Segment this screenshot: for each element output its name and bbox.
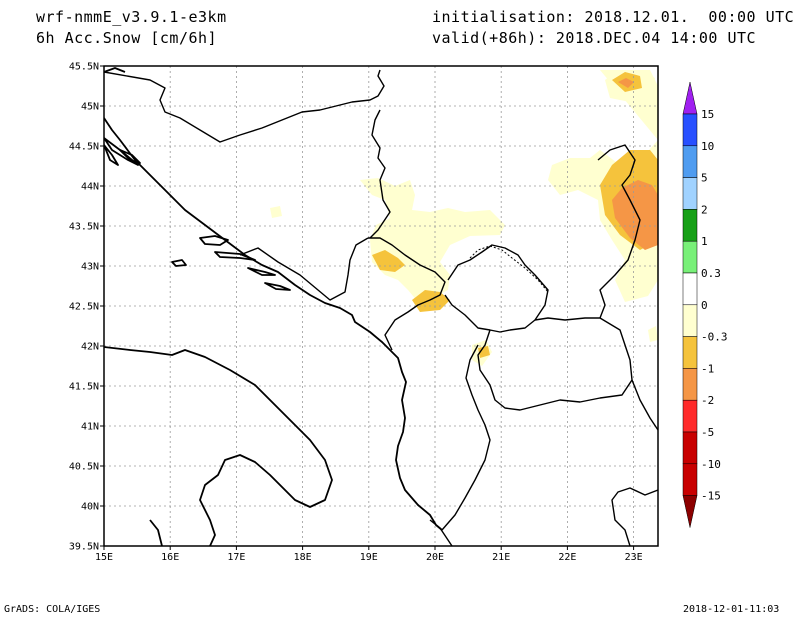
lat-label: 45.5N (69, 62, 99, 73)
valid-time-label: valid(+86h): 2018.DEC.04 14:00 UTC (432, 29, 757, 47)
colorbar-label: -5 (701, 426, 714, 439)
snow-area-moderate-south (478, 346, 490, 358)
lat-label: 42.5N (69, 302, 99, 313)
border-serbia-bulgaria (597, 144, 641, 319)
colorbar-segment (682, 177, 698, 210)
colorbar-label: -0.3 (701, 331, 728, 344)
map-area (104, 66, 658, 546)
snow-area-light-east-edge (648, 326, 658, 342)
colorbar-label: 10 (701, 140, 714, 153)
border-bosnia-croatia-south (239, 237, 369, 301)
footer-timestamp: 2018-12-01-11:03 (683, 604, 780, 615)
lat-label: 41.5N (69, 382, 99, 393)
colorbar-label: -1 (701, 362, 714, 375)
snow-area-heavy-east (612, 180, 658, 250)
coast-greece-west (429, 519, 453, 546)
lat-lon-grid (104, 66, 658, 546)
latitude-labels: 45.5N 45N 44.5N 44N 43.5N 43N 42.5N 42N 41.5N 41N… (69, 62, 104, 553)
snow-area-moderate-west (372, 250, 405, 272)
border-greece (631, 379, 658, 431)
island-vis (171, 259, 187, 267)
lat-label: 40.5N (69, 462, 99, 473)
coastline-adriatic-east (104, 117, 443, 531)
lat-label: 44N (81, 182, 99, 193)
island-brac (199, 235, 229, 246)
coastline-italy-heel (149, 519, 163, 546)
colorbar-arrow-bottom (682, 495, 698, 528)
border-macedonia (477, 317, 633, 411)
lat-label: 40N (81, 502, 99, 513)
border-greece-coast (611, 487, 658, 546)
colorbar-segment (682, 336, 698, 369)
lon-label: 22E (558, 552, 576, 563)
lon-label: 23E (625, 552, 643, 563)
lon-label: 17E (227, 552, 245, 563)
lon-label: 20E (426, 552, 444, 563)
lat-label: 45N (81, 102, 99, 113)
colorbar-label: -15 (701, 490, 721, 503)
longitude-labels: 15E 16E 17E 18E 19E 20E 21E 22E 23E (95, 546, 643, 563)
lon-label: 15E (95, 552, 113, 563)
lat-label: 42N (81, 342, 99, 353)
snow-shading (270, 70, 658, 366)
colorbar-segment (682, 304, 698, 337)
colorbar-label: 15 (701, 108, 714, 121)
colorbar-label: -10 (701, 458, 721, 471)
colorbar-label: 0.3 (701, 267, 721, 280)
colorbar-label: 2 (701, 203, 708, 216)
island-korcula (247, 267, 276, 276)
field-title: 6h Acc.Snow [cm/6h] (36, 29, 218, 47)
coastline-italy (104, 346, 333, 546)
lon-label: 19E (360, 552, 378, 563)
island-mljet (264, 282, 291, 291)
snow-area-heavy-top (618, 78, 634, 88)
colorbar-label: 0 (701, 299, 708, 312)
border-montenegro (368, 237, 446, 351)
lat-label: 44.5N (69, 142, 99, 153)
border-drina (369, 109, 391, 239)
colorbar-segment (682, 272, 698, 306)
coastline-north (104, 67, 126, 73)
colorbar: 15 10 5 2 1 0.3 0 -0.3 -1 -2 -5 -10 -15 (682, 81, 728, 528)
colorbar-segment (682, 368, 698, 401)
border-albania (441, 344, 491, 531)
border-croatia-bosnia-north (104, 69, 385, 143)
model-title: wrf-nmmE_v3.9.1-e3km (36, 8, 227, 26)
lat-label: 43.5N (69, 222, 99, 233)
lon-label: 18E (294, 552, 312, 563)
snow-area-moderate-border (412, 290, 450, 312)
island-pag (119, 149, 141, 164)
coastlines (104, 67, 443, 546)
country-borders (104, 69, 658, 546)
colorbar-segment (682, 463, 698, 496)
colorbar-segment (682, 209, 698, 242)
colorbar-segment (682, 399, 698, 433)
colorbar-label: -2 (701, 394, 714, 407)
lon-label: 16E (161, 552, 179, 563)
colorbar-segment (682, 113, 698, 147)
island-hvar (214, 251, 256, 261)
lat-label: 43N (81, 262, 99, 273)
colorbar-arrow-top (682, 81, 698, 115)
colorbar-segment (682, 145, 698, 178)
kosovo-boundary (469, 245, 549, 293)
island-cres (104, 144, 119, 166)
colorbar-label: 5 (701, 172, 708, 185)
lat-label: 41N (81, 422, 99, 433)
kosovo-dotted-border (469, 245, 549, 293)
colorbar-segment (682, 431, 698, 465)
footer-credit: GrADS: COLA/IGES (4, 604, 101, 615)
border-kosovo (444, 244, 549, 333)
colorbar-segment (682, 240, 698, 274)
snow-area-light-small (270, 206, 282, 218)
lon-label: 21E (492, 552, 510, 563)
initialisation-label: initialisation: 2018.12.01. 00:00 UTC (432, 8, 795, 26)
lat-label: 39.5N (69, 542, 99, 553)
colorbar-label: 1 (701, 235, 708, 248)
